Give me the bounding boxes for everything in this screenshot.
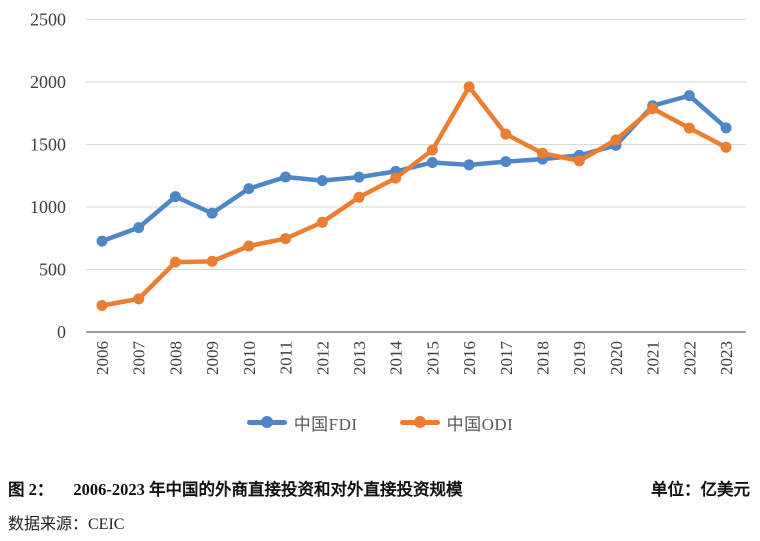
x-tick-label: 2006	[93, 341, 112, 375]
data-point	[96, 235, 108, 247]
x-tick-label: 2009	[203, 341, 222, 375]
data-point	[463, 81, 475, 93]
legend-dot-icon	[260, 416, 273, 428]
data-point	[573, 155, 585, 167]
unit-label: 单位：亿美元	[651, 480, 750, 499]
data-point	[133, 222, 145, 234]
x-tick-label: 2011	[277, 341, 296, 374]
data-point	[169, 191, 181, 203]
caption-row: 图 2： 2006-2023 年中国的外商直接投资和对外直接投资规模 单位：亿美元	[8, 476, 750, 500]
x-tick-label: 2023	[717, 341, 736, 375]
x-tick-label: 2013	[350, 341, 369, 375]
data-point	[610, 134, 622, 146]
data-point	[500, 156, 512, 168]
data-point	[500, 128, 512, 140]
data-point	[243, 240, 255, 252]
data-point	[647, 103, 659, 114]
legend-item-0: 中国FDI	[246, 410, 358, 435]
data-point	[426, 157, 438, 168]
x-tick-label: 2015	[423, 341, 442, 375]
y-tick-label: 2500	[30, 10, 66, 30]
y-tick-label: 1500	[30, 135, 66, 155]
x-tick-label: 2019	[570, 341, 589, 375]
data-point	[683, 122, 695, 134]
legend-dot-icon	[413, 416, 426, 428]
x-tick-label: 2007	[130, 341, 149, 376]
legend-label: 中国FDI	[293, 414, 358, 434]
data-point	[683, 90, 695, 102]
figure-caption: 图 2： 2006-2023 年中国的外商直接投资和对外直接投资规模	[8, 476, 463, 500]
data-point	[720, 141, 732, 153]
x-tick-label: 2012	[313, 341, 332, 375]
x-tick-label: 2020	[607, 341, 626, 375]
data-point	[353, 171, 365, 183]
data-point	[243, 183, 255, 195]
legend-item-1: 中国ODI	[399, 410, 514, 435]
y-tick-label: 500	[39, 260, 66, 280]
series-line-0	[99, 93, 729, 244]
x-tick-label: 2021	[644, 341, 663, 375]
figure-title: 2006-2023 年中国的外商直接投资和对外直接投资规模	[73, 480, 463, 499]
data-point	[280, 233, 292, 245]
y-tick-label: 0	[57, 322, 66, 342]
x-tick-label: 2018	[534, 341, 553, 375]
line-chart: 0 500 1000 1500 2000 2500 2006 2007 2008 2009 2010…	[30, 10, 746, 376]
data-point	[169, 256, 181, 268]
legend-label: 中国ODI	[446, 414, 514, 434]
legend-line-marker-icon	[399, 416, 440, 428]
y-tick-label: 2000	[30, 72, 66, 92]
data-point	[316, 175, 328, 187]
data-point	[537, 147, 549, 159]
figure-label: 图 2：	[8, 480, 54, 499]
series-line-1	[99, 84, 729, 308]
data-point	[426, 144, 438, 156]
data-point	[316, 216, 328, 228]
x-tick-label: 2022	[680, 341, 699, 375]
data-point	[206, 207, 218, 219]
x-tick-label: 2017	[497, 341, 516, 376]
x-tick-label: 2016	[460, 341, 479, 375]
x-tick-label: 2014	[387, 341, 406, 376]
data-point	[280, 171, 292, 183]
x-tick-label: 2008	[166, 341, 185, 375]
data-point	[720, 122, 732, 134]
chart-legend: 中国FDI 中国ODI	[0, 408, 760, 436]
x-tick-label: 2010	[240, 341, 259, 375]
data-point	[133, 293, 145, 305]
legend-line-marker-icon	[246, 416, 287, 428]
data-point	[206, 255, 218, 267]
data-point	[390, 172, 402, 184]
data-point	[96, 300, 108, 311]
data-point	[353, 191, 365, 203]
y-tick-label: 1000	[30, 197, 66, 217]
data-source: 数据来源：CEIC	[8, 516, 125, 533]
data-point	[463, 159, 475, 171]
